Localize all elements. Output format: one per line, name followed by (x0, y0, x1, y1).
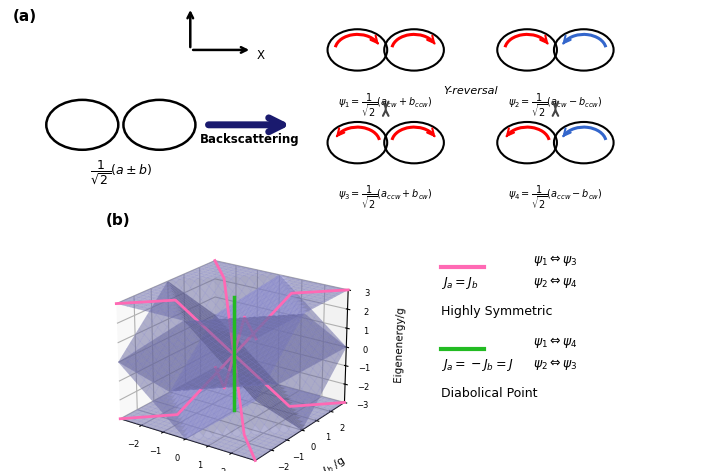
Text: $\dfrac{1}{\sqrt{2}}(a \pm b)$: $\dfrac{1}{\sqrt{2}}(a \pm b)$ (90, 159, 152, 187)
Text: Highly Symmetric: Highly Symmetric (441, 305, 552, 318)
Text: $\psi_2 = \dfrac{1}{\sqrt{2}}(a_{cw} - b_{ccw})$: $\psi_2 = \dfrac{1}{\sqrt{2}}(a_{cw} - b… (508, 91, 603, 119)
Text: $\psi_3 = \dfrac{1}{\sqrt{2}}(a_{ccw} + b_{cw})$: $\psi_3 = \dfrac{1}{\sqrt{2}}(a_{ccw} + … (338, 184, 433, 211)
Text: $\psi_1 = \dfrac{1}{\sqrt{2}}(a_{cw} + b_{ccw})$: $\psi_1 = \dfrac{1}{\sqrt{2}}(a_{cw} + b… (338, 91, 433, 119)
Text: $\psi_1 \Leftrightarrow \psi_3$: $\psi_1 \Leftrightarrow \psi_3$ (533, 253, 577, 268)
Y-axis label: $J_b$ /g: $J_b$ /g (320, 453, 348, 471)
Text: $J_a = J_b$: $J_a = J_b$ (441, 275, 478, 291)
Text: $\psi_2 \Leftrightarrow \psi_4$: $\psi_2 \Leftrightarrow \psi_4$ (533, 276, 577, 290)
Text: $\psi_1 \Leftrightarrow \psi_4$: $\psi_1 \Leftrightarrow \psi_4$ (533, 335, 577, 350)
Text: $\psi_4 = \dfrac{1}{\sqrt{2}}(a_{ccw} - b_{cw})$: $\psi_4 = \dfrac{1}{\sqrt{2}}(a_{ccw} - … (508, 184, 603, 211)
Text: X: X (257, 49, 265, 62)
Text: (b): (b) (106, 213, 130, 228)
Text: $J_a = -J_b = J$: $J_a = -J_b = J$ (441, 357, 513, 373)
Text: Y: Y (179, 0, 186, 2)
Text: Diabolical Point: Diabolical Point (441, 387, 537, 400)
Text: $\psi_2 \Leftrightarrow \psi_3$: $\psi_2 \Leftrightarrow \psi_3$ (533, 357, 577, 372)
Text: Y-reversal: Y-reversal (444, 86, 498, 96)
X-axis label: $J_a$ /g: $J_a$ /g (148, 469, 176, 471)
Text: (a): (a) (13, 9, 37, 24)
Text: Backscattering: Backscattering (199, 133, 300, 146)
